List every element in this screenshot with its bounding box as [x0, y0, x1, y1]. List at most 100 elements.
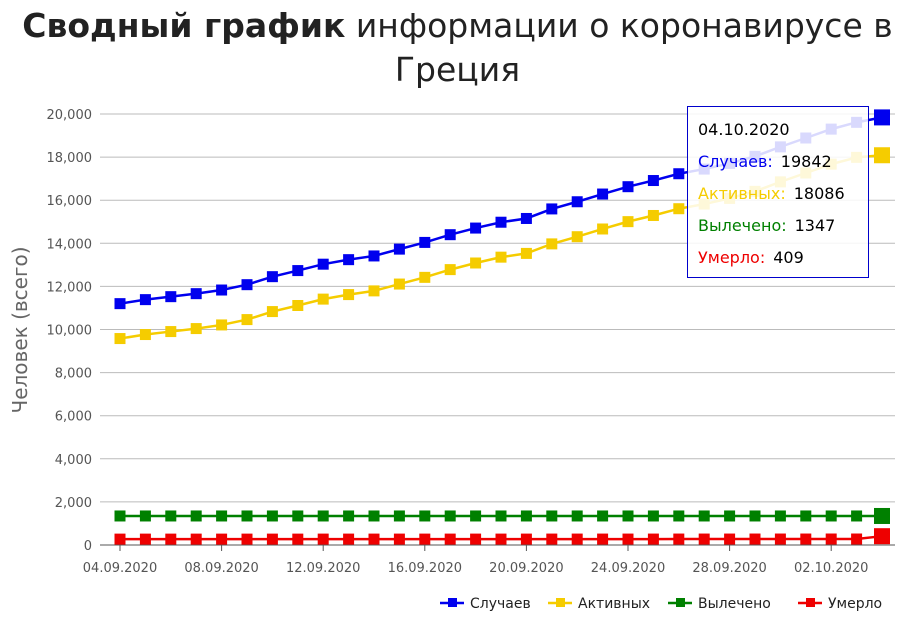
point-recovered[interactable]: [851, 510, 863, 522]
point-recovered[interactable]: [749, 510, 761, 522]
point-deaths[interactable]: [216, 533, 228, 545]
point-recovered[interactable]: [368, 510, 380, 522]
point-active[interactable]: [673, 203, 685, 215]
point-recovered[interactable]: [139, 510, 151, 522]
point-active[interactable]: [874, 147, 890, 164]
point-recovered[interactable]: [825, 510, 837, 522]
point-deaths[interactable]: [470, 533, 482, 545]
point-cases[interactable]: [266, 271, 278, 283]
point-cases[interactable]: [444, 229, 456, 241]
point-deaths[interactable]: [724, 533, 736, 545]
point-active[interactable]: [546, 238, 558, 250]
point-deaths[interactable]: [393, 533, 405, 545]
legend-item-cases[interactable]: Случаев: [440, 596, 531, 612]
point-active[interactable]: [292, 299, 304, 311]
point-deaths[interactable]: [241, 533, 253, 545]
point-recovered[interactable]: [419, 510, 431, 522]
point-recovered[interactable]: [190, 510, 202, 522]
point-recovered[interactable]: [495, 510, 507, 522]
point-recovered[interactable]: [444, 510, 456, 522]
point-deaths[interactable]: [343, 533, 355, 545]
point-deaths[interactable]: [546, 533, 558, 545]
point-active[interactable]: [190, 323, 202, 335]
point-cases[interactable]: [368, 250, 380, 262]
point-deaths[interactable]: [698, 533, 710, 545]
point-deaths[interactable]: [874, 528, 890, 545]
point-cases[interactable]: [241, 279, 253, 291]
point-recovered[interactable]: [647, 510, 659, 522]
point-cases[interactable]: [114, 298, 126, 310]
point-deaths[interactable]: [266, 533, 278, 545]
point-active[interactable]: [647, 209, 659, 221]
point-recovered[interactable]: [241, 510, 253, 522]
point-deaths[interactable]: [622, 533, 634, 545]
point-deaths[interactable]: [571, 533, 583, 545]
point-deaths[interactable]: [800, 533, 812, 545]
point-active[interactable]: [266, 306, 278, 318]
point-active[interactable]: [622, 216, 634, 228]
legend-item-active[interactable]: Активных: [548, 596, 650, 612]
point-deaths[interactable]: [165, 533, 177, 545]
point-recovered[interactable]: [266, 510, 278, 522]
point-recovered[interactable]: [673, 510, 685, 522]
point-active[interactable]: [317, 293, 329, 305]
point-active[interactable]: [393, 278, 405, 290]
point-active[interactable]: [216, 319, 228, 331]
point-deaths[interactable]: [495, 533, 507, 545]
point-cases[interactable]: [139, 294, 151, 306]
point-deaths[interactable]: [825, 533, 837, 545]
point-recovered[interactable]: [393, 510, 405, 522]
point-active[interactable]: [419, 271, 431, 283]
point-cases[interactable]: [165, 291, 177, 303]
point-recovered[interactable]: [800, 510, 812, 522]
point-active[interactable]: [495, 251, 507, 263]
point-deaths[interactable]: [139, 533, 151, 545]
point-cases[interactable]: [622, 181, 634, 193]
point-active[interactable]: [114, 333, 126, 345]
point-deaths[interactable]: [114, 533, 126, 545]
point-recovered[interactable]: [698, 510, 710, 522]
point-deaths[interactable]: [292, 533, 304, 545]
point-cases[interactable]: [673, 168, 685, 180]
legend-item-recovered[interactable]: Вылечено: [668, 596, 771, 612]
legend[interactable]: Случаев Активных Вылечено Умерло: [440, 596, 882, 612]
point-deaths[interactable]: [774, 533, 786, 545]
legend-item-deaths[interactable]: Умерло: [798, 596, 882, 612]
point-cases[interactable]: [571, 196, 583, 208]
point-deaths[interactable]: [673, 533, 685, 545]
point-cases[interactable]: [520, 212, 532, 224]
point-cases[interactable]: [597, 188, 609, 200]
point-active[interactable]: [470, 257, 482, 269]
point-recovered[interactable]: [571, 510, 583, 522]
point-recovered[interactable]: [622, 510, 634, 522]
point-recovered[interactable]: [343, 510, 355, 522]
point-cases[interactable]: [190, 288, 202, 300]
point-deaths[interactable]: [190, 533, 202, 545]
point-cases[interactable]: [470, 222, 482, 234]
point-deaths[interactable]: [597, 533, 609, 545]
point-active[interactable]: [165, 326, 177, 338]
point-cases[interactable]: [343, 254, 355, 266]
point-cases[interactable]: [393, 243, 405, 255]
point-recovered[interactable]: [546, 510, 558, 522]
point-deaths[interactable]: [368, 533, 380, 545]
point-deaths[interactable]: [444, 533, 456, 545]
point-deaths[interactable]: [647, 533, 659, 545]
point-active[interactable]: [241, 314, 253, 326]
point-cases[interactable]: [419, 236, 431, 248]
point-recovered[interactable]: [114, 510, 126, 522]
point-cases[interactable]: [546, 203, 558, 215]
point-deaths[interactable]: [520, 533, 532, 545]
point-recovered[interactable]: [724, 510, 736, 522]
point-cases[interactable]: [495, 216, 507, 228]
point-active[interactable]: [368, 285, 380, 297]
point-recovered[interactable]: [470, 510, 482, 522]
point-active[interactable]: [597, 223, 609, 235]
point-active[interactable]: [444, 264, 456, 276]
point-recovered[interactable]: [774, 510, 786, 522]
point-recovered[interactable]: [317, 510, 329, 522]
point-cases[interactable]: [874, 109, 890, 126]
point-cases[interactable]: [216, 284, 228, 296]
point-recovered[interactable]: [216, 510, 228, 522]
point-recovered[interactable]: [874, 507, 890, 524]
